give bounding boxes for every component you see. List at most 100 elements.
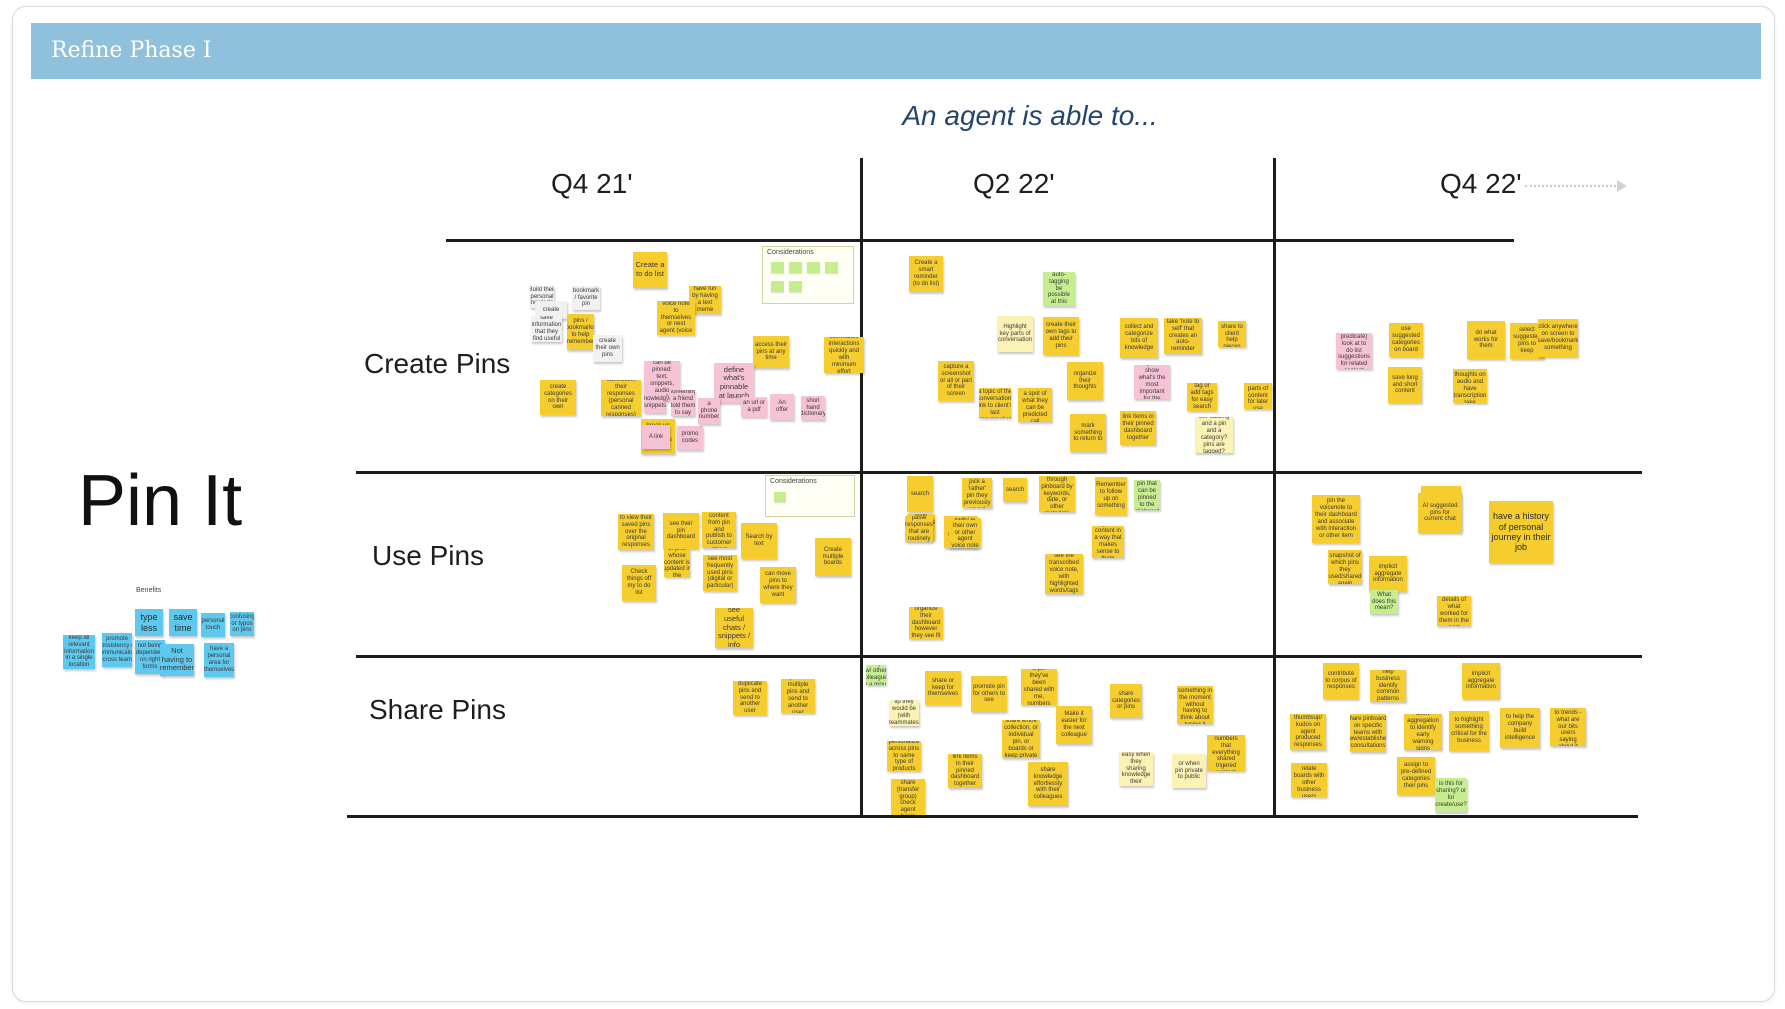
sticky-note[interactable]: share pinboards on specific teams with n…	[1350, 714, 1386, 752]
sticky-note[interactable]: an url or a pdf	[741, 397, 767, 417]
sticky-note[interactable]: define what's pinnable at launch	[714, 363, 754, 403]
sticky-note[interactable]: Make it easier for the next colleague	[1056, 706, 1092, 744]
sticky-note[interactable]: to highlight something critical for the …	[1449, 711, 1489, 751]
sticky-note[interactable]: create their own pins	[593, 335, 622, 362]
sticky-note[interactable]: capture a screenshot or all or part of t…	[938, 361, 974, 401]
sticky-note[interactable]: highlighting a pin to show what's the mo…	[1134, 365, 1170, 399]
sticky-note[interactable]: share or keep for themselves	[925, 671, 961, 705]
sticky-note[interactable]: Check things off my to do list	[622, 565, 656, 601]
sticky-note[interactable]: do what works for them	[1467, 321, 1505, 359]
sticky-note[interactable]: to view their saved pins over the origin…	[618, 514, 654, 550]
sticky-note[interactable]: use suggested categories on board	[1389, 323, 1423, 357]
sticky-note[interactable]: reproduce multiple pins and send to anot…	[781, 679, 815, 713]
sticky-note[interactable]: Create a to do list	[633, 252, 667, 288]
sticky-note[interactable]: tag or add tags for easy search	[1187, 383, 1217, 411]
sticky-note[interactable]: knowledge snippets	[644, 393, 666, 413]
sticky-note[interactable]: implicit aggregate information	[1369, 556, 1407, 592]
sticky-note[interactable]: or when pin private to public	[1172, 754, 1206, 788]
sticky-note[interactable]: record thoughts on audio and have transc…	[1453, 369, 1487, 403]
sticky-note[interactable]: mark something to return to	[1070, 414, 1106, 452]
sticky-note[interactable]: Search by text	[741, 523, 777, 559]
sticky-note[interactable]: bookmark a spot of what they can be pred…	[1018, 388, 1052, 422]
sticky-note[interactable]: manage or share (transfer group) check a…	[891, 779, 925, 815]
sticky-note[interactable]: organize content in a way that makes sen…	[1092, 526, 1124, 558]
sticky-note[interactable]: record a voice note to themselves or nex…	[657, 301, 695, 335]
sticky-note[interactable]: take content from pin and publish to cus…	[702, 512, 736, 548]
sticky-note[interactable]: share categories or pins	[1110, 684, 1142, 718]
sticky-note[interactable]: update quickly a tip they would be (with…	[889, 700, 919, 726]
sticky-note[interactable]: share knowledge effortlessly with their …	[1028, 762, 1068, 806]
sticky-note[interactable]: organize their thoughts	[1067, 362, 1103, 400]
sticky-note[interactable]: save all parts of content for later use	[1244, 383, 1272, 409]
sticky-note[interactable]: share entire collection, or individual p…	[1002, 720, 1040, 758]
sticky-note[interactable]: pin the voicenote to their dashboard and…	[1312, 495, 1360, 543]
benefit-sticky-note[interactable]: personal touch	[201, 613, 225, 637]
sticky-note[interactable]: dashboard of pins whose content is updat…	[664, 549, 690, 577]
benefit-sticky-note[interactable]: type less	[135, 609, 163, 636]
sticky-note[interactable]: help business identify common patterns	[1370, 670, 1406, 702]
sticky-note[interactable]: see their pin dashboard	[663, 513, 699, 549]
sticky-note[interactable]: copy and paste responses that are routin…	[905, 516, 933, 542]
sticky-note[interactable]: click anywhere on screen to save/bookmar…	[1538, 319, 1578, 357]
sticky-note[interactable]: a phone number	[698, 398, 720, 424]
sticky-note[interactable]: An offer	[770, 394, 794, 420]
sticky-note[interactable]: share pins w/ other colleagues in a grou…	[866, 665, 886, 685]
sticky-note[interactable]: See numbers that everything shared trige…	[1207, 735, 1245, 771]
sticky-note[interactable]: pins / bookmarks to help remember	[567, 314, 594, 350]
sticky-note[interactable]: see useful chats / snippets / info	[715, 608, 753, 648]
sticky-note[interactable]: create their own tags to add their pins	[1043, 317, 1079, 355]
sticky-note[interactable]: access their pins at any time	[753, 336, 789, 368]
sticky-note[interactable]: AI suggested pins for current chat	[1418, 493, 1462, 533]
sticky-note[interactable]: Create a smart reminder (to do list)	[909, 256, 943, 292]
sticky-note[interactable]: thumbsup/ kudos on agent produced respon…	[1290, 714, 1326, 750]
sticky-note[interactable]: search	[907, 476, 933, 512]
sticky-note[interactable]: Remember to follow up on something	[1095, 477, 1127, 515]
sticky-note[interactable]: know what a pin they've been shared with…	[1021, 669, 1057, 705]
benefit-sticky-note[interactable]: promote consistency of communication acr…	[102, 633, 132, 667]
sticky-note[interactable]: A link	[642, 425, 670, 449]
sticky-note[interactable]: communicate something in the moment with…	[1177, 686, 1213, 724]
sticky-note[interactable]: final details of what worked for them in…	[1437, 596, 1471, 626]
benefit-sticky-note[interactable]: confusing or typos on pins	[230, 612, 254, 636]
sticky-note[interactable]: save/bullet their responses (personal ca…	[601, 380, 641, 416]
sticky-note[interactable]: bookmark / favorite pin	[572, 286, 600, 310]
sticky-note[interactable]: implicit aggregate information	[1462, 663, 1500, 699]
sticky-note[interactable]: Would auto-tagging be possible at this s…	[1043, 272, 1075, 306]
sticky-note[interactable]: search through pinboard by keywords, dat…	[1039, 476, 1075, 512]
sticky-note[interactable]: Create multiple boards	[815, 538, 851, 576]
sticky-note[interactable]: assign to pre-defined categories their p…	[1397, 757, 1435, 795]
benefit-sticky-note[interactable]: have a personal area for themselves	[204, 643, 234, 677]
sticky-note[interactable]: link items in their pinned dashboard tog…	[1120, 411, 1156, 445]
sticky-note[interactable]: see snapshot of which pins they used/sha…	[1328, 550, 1362, 584]
sticky-note[interactable]: Highlight key parts of conversation	[997, 316, 1033, 352]
sticky-note[interactable]: organize their dashboard however they se…	[909, 607, 943, 639]
sticky-note[interactable]: contribute to corpus of responses	[1323, 663, 1359, 699]
sticky-note[interactable]: allow aggregation to identify early warn…	[1404, 714, 1442, 750]
sticky-note[interactable]: promote pin for others to see	[971, 676, 1007, 712]
sticky-note[interactable]: link items in their pinned dashboard tog…	[948, 754, 982, 788]
sticky-note[interactable]: save information that they find useful	[531, 316, 562, 342]
sticky-note[interactable]: summarize interactions quickly and with …	[824, 337, 864, 373]
sticky-note[interactable]: to help the company build intelligence	[1500, 708, 1540, 748]
sticky-note[interactable]: something a friend told them to say	[671, 390, 695, 416]
sticky-note[interactable]: select & share to client help pieces	[1218, 321, 1246, 347]
sticky-note[interactable]: ability to pick a 'rather' pin they prev…	[962, 478, 992, 508]
sticky-note[interactable]: (smart predicate) look at to do list sug…	[1336, 333, 1372, 369]
sticky-note[interactable]: see the transcribed voice note, with hig…	[1045, 554, 1083, 594]
sticky-note[interactable]: save long and short content	[1388, 367, 1422, 403]
sticky-note[interactable]: see most frequently used pins (digital o…	[703, 555, 737, 591]
sticky-note[interactable]: listen to their own or other agent voice…	[949, 518, 981, 548]
sticky-note[interactable]: duplicate pins and send to another user	[733, 681, 767, 715]
sticky-note[interactable]: have a history of personal journey in th…	[1489, 501, 1553, 563]
sticky-note[interactable]: self tabbing and a pin and a category? p…	[1195, 417, 1233, 453]
benefit-sticky-note[interactable]: keep all relevant information in a singl…	[63, 635, 95, 669]
sticky-note[interactable]: save the pin that can be pinned to the c…	[1134, 480, 1160, 510]
sticky-note[interactable]: create categories on their own	[540, 380, 576, 415]
sticky-note[interactable]: auto capture a topic of the conversation…	[979, 388, 1011, 418]
benefit-sticky-note[interactable]: save time	[169, 609, 197, 636]
sticky-note[interactable]: short hand dictionary	[801, 396, 825, 420]
sticky-note[interactable]: could be easy when they sharing knowledg…	[1119, 752, 1153, 786]
sticky-note[interactable]: curated info relate boards with other bu…	[1291, 763, 1327, 797]
sticky-note[interactable]: collect and categorize bits of knowledge	[1120, 318, 1158, 358]
sticky-note[interactable]: personalize across pins to same type of …	[887, 741, 921, 771]
